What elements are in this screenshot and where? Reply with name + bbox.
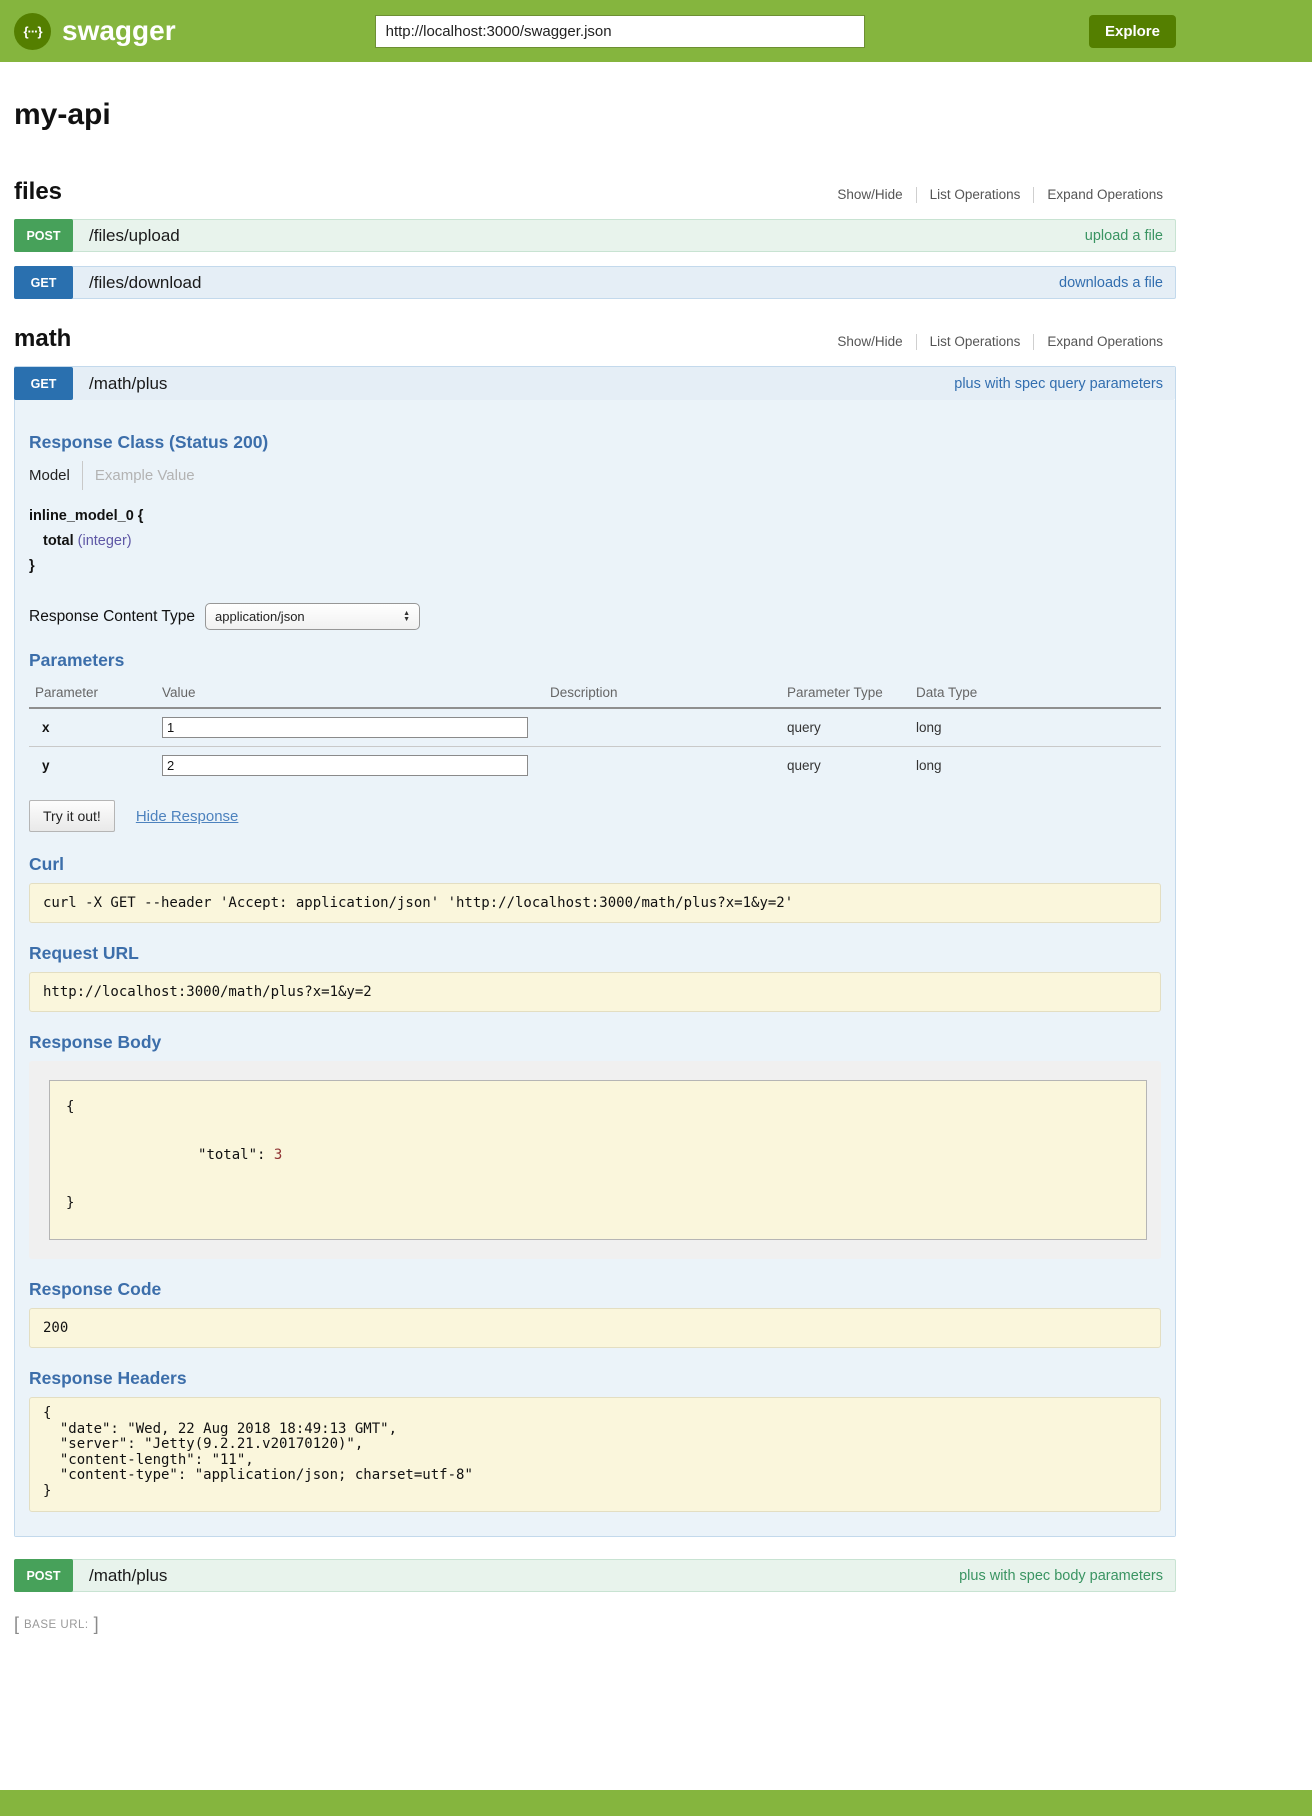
param-description: [544, 708, 781, 747]
param-data-type: long: [916, 758, 942, 773]
list-operations-link[interactable]: List Operations: [929, 334, 1021, 349]
response-content-type-select[interactable]: application/json ▲ ▼: [205, 603, 421, 630]
curl-heading: Curl: [29, 854, 64, 874]
operation-row-files-upload[interactable]: POST /files/upload upload a file: [14, 219, 1176, 252]
operation-row-math-plus-post[interactable]: POST /math/plus plus with spec body para…: [14, 1559, 1176, 1592]
response-headers-value: { "date": "Wed, 22 Aug 2018 18:49:13 GMT…: [29, 1397, 1161, 1512]
top-header: {···} swagger Explore: [0, 0, 1312, 62]
model-open: inline_model_0 {: [29, 508, 144, 524]
method-badge-post[interactable]: POST: [14, 1559, 73, 1592]
resource-controls: Show/Hide List Operations Expand Operati…: [824, 187, 1176, 203]
operation-row-files-download[interactable]: GET /files/download downloads a file: [14, 266, 1176, 299]
try-it-out-button[interactable]: Try it out!: [29, 800, 115, 832]
param-row-y: y query long: [29, 747, 1161, 785]
response-code-heading: Response Code: [29, 1279, 162, 1299]
resource-controls: Show/Hide List Operations Expand Operati…: [824, 334, 1176, 350]
page-title: my-api: [14, 98, 111, 131]
param-x-input[interactable]: [162, 717, 528, 738]
expand-operations-link[interactable]: Expand Operations: [1047, 187, 1163, 202]
operation-row-math-plus-get[interactable]: GET /math/plus plus with spec query para…: [14, 367, 1175, 400]
response-content-type-label: Response Content Type: [29, 607, 196, 625]
operation-path[interactable]: /math/plus: [89, 373, 168, 393]
swagger-logo-icon: {···}: [14, 12, 51, 50]
param-data-type: long: [910, 708, 1161, 747]
param-description: [544, 747, 781, 785]
param-type: query: [787, 758, 821, 773]
operation-path[interactable]: /math/plus: [89, 1565, 168, 1585]
hide-response-link[interactable]: Hide Response: [135, 807, 239, 825]
response-code-value: 200: [29, 1308, 1161, 1348]
operation-summary[interactable]: plus with spec body parameters: [959, 1567, 1163, 1584]
expand-operations-link[interactable]: Expand Operations: [1047, 334, 1163, 349]
model-close: }: [29, 558, 35, 574]
model-prop-name: total: [43, 533, 74, 549]
response-body-heading: Response Body: [29, 1032, 162, 1052]
json-open-brace: {: [66, 1099, 75, 1115]
list-operations-link[interactable]: List Operations: [929, 187, 1021, 202]
operation-summary[interactable]: plus with spec query parameters: [954, 375, 1163, 392]
operation-summary[interactable]: downloads a file: [1059, 274, 1163, 291]
col-header-value: Value: [156, 679, 544, 709]
json-close-brace: }: [66, 1195, 75, 1211]
resource-files: files Show/Hide List Operations Expand O…: [14, 178, 1176, 299]
parameters-table: Parameter Value Description Parameter Ty…: [29, 679, 1161, 784]
method-badge-get[interactable]: GET: [14, 367, 73, 400]
resource-title-files[interactable]: files: [14, 178, 63, 205]
operation-path[interactable]: /files/download: [89, 272, 202, 292]
json-key: "total":: [198, 1147, 274, 1163]
close-bracket: ]: [93, 1614, 99, 1634]
model-prop-type: (integer): [77, 533, 132, 549]
request-url-value: http://localhost:3000/math/plus?x=1&y=2: [29, 972, 1161, 1012]
operation-expanded-math-plus-get: GET /math/plus plus with spec query para…: [14, 366, 1176, 1537]
method-badge-post[interactable]: POST: [14, 219, 73, 252]
resource-math: math Show/Hide List Operations Expand Op…: [14, 325, 1176, 1592]
show-hide-link[interactable]: Show/Hide: [837, 187, 903, 202]
col-header-description: Description: [544, 679, 781, 709]
param-type: query: [781, 708, 910, 747]
tab-example-value[interactable]: Example Value: [94, 467, 195, 484]
brand-link[interactable]: {···} swagger: [14, 12, 176, 50]
param-name: y: [42, 758, 50, 773]
col-header-parameter-type: Parameter Type: [781, 679, 910, 709]
selected-content-type: application/json: [215, 609, 305, 624]
param-y-input[interactable]: [162, 755, 528, 776]
brand-name: swagger: [62, 15, 176, 46]
footer-bar: [0, 1790, 1312, 1816]
tab-divider: [81, 461, 83, 490]
explore-button[interactable]: Explore: [1088, 14, 1176, 48]
param-row-x: x query long: [29, 708, 1161, 747]
model-tabs: Model Example Value: [29, 461, 1161, 490]
request-url-heading: Request URL: [29, 943, 139, 963]
operation-summary[interactable]: upload a file: [1084, 227, 1163, 244]
open-bracket: [: [14, 1614, 20, 1634]
response-headers-heading: Response Headers: [29, 1368, 187, 1388]
base-url-label: BASE URL:: [24, 1618, 89, 1631]
spec-url-input[interactable]: [375, 15, 864, 47]
base-url-footer: [ BASE URL: ]: [14, 1614, 1176, 1635]
response-body-container: { "total": 3 }: [29, 1061, 1161, 1259]
response-body-json: { "total": 3 }: [49, 1080, 1147, 1240]
operation-path[interactable]: /files/upload: [89, 225, 180, 245]
param-name: x: [29, 708, 156, 747]
operation-panel: Response Class (Status 200) Model Exampl…: [15, 400, 1175, 1536]
curl-command: curl -X GET --header 'Accept: applicatio…: [29, 883, 1161, 923]
model-signature: inline_model_0 { total (integer) }: [29, 504, 1161, 579]
show-hide-link[interactable]: Show/Hide: [837, 334, 903, 349]
method-badge-get[interactable]: GET: [14, 266, 73, 299]
select-arrows-icon: ▲ ▼: [403, 609, 411, 623]
col-header-parameter: Parameter: [29, 679, 156, 709]
resource-title-math[interactable]: math: [14, 325, 72, 352]
tab-model[interactable]: Model: [29, 467, 70, 484]
json-number-value: 3: [273, 1147, 283, 1163]
response-class-heading: Response Class (Status 200): [29, 432, 269, 452]
col-header-data-type: Data Type: [910, 679, 1161, 709]
parameters-heading: Parameters: [29, 650, 125, 670]
